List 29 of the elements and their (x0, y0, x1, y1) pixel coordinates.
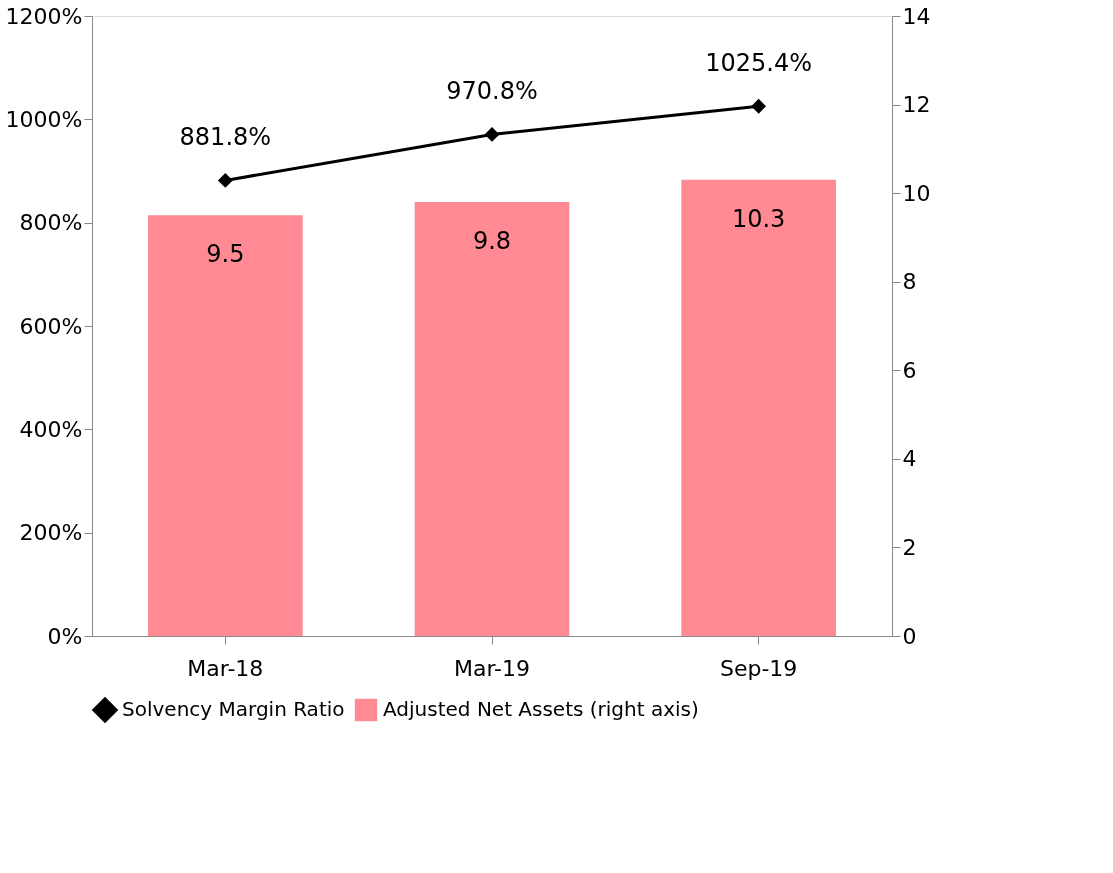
data-label: 10.3 (731, 204, 786, 233)
legend-label: Adjusted Net Assets (right axis) (383, 697, 699, 721)
y2-tick-label: 12 (902, 92, 931, 118)
legend-label: Solvency Margin Ratio (122, 697, 345, 721)
y2-tick-label: 0 (902, 623, 917, 649)
x-tick-label: Sep-19 (719, 655, 798, 681)
y2-tick-label: 2 (902, 534, 917, 560)
point (217, 172, 233, 188)
y2-tick-label: 8 (902, 269, 917, 295)
x-tick-label: Mar-19 (453, 655, 531, 681)
data-label: 9.8 (472, 227, 512, 255)
y2-tick-label: 6 (902, 357, 917, 383)
y-tick-label: 1000% (5, 106, 83, 132)
point (751, 98, 767, 114)
y2-tick-label: 4 (902, 446, 917, 472)
data-label: 1025.4% (705, 49, 813, 78)
data-label: 970.8% (446, 77, 538, 106)
y-tick-label: 800% (19, 210, 83, 236)
data-label: 881.8% (179, 123, 272, 152)
y2-tick-label: 10 (902, 180, 931, 206)
y2-tick-label: 14 (902, 3, 931, 29)
y-tick-label: 0% (47, 623, 83, 649)
data-label: 9.5 (206, 240, 245, 269)
y-tick-label: 200% (19, 520, 83, 546)
point (484, 127, 500, 142)
y-tick-label: 400% (19, 416, 83, 442)
x-tick-label: Mar-18 (187, 655, 264, 681)
y-tick-label: 1200% (5, 3, 83, 29)
y-tick-label: 600% (19, 313, 83, 339)
